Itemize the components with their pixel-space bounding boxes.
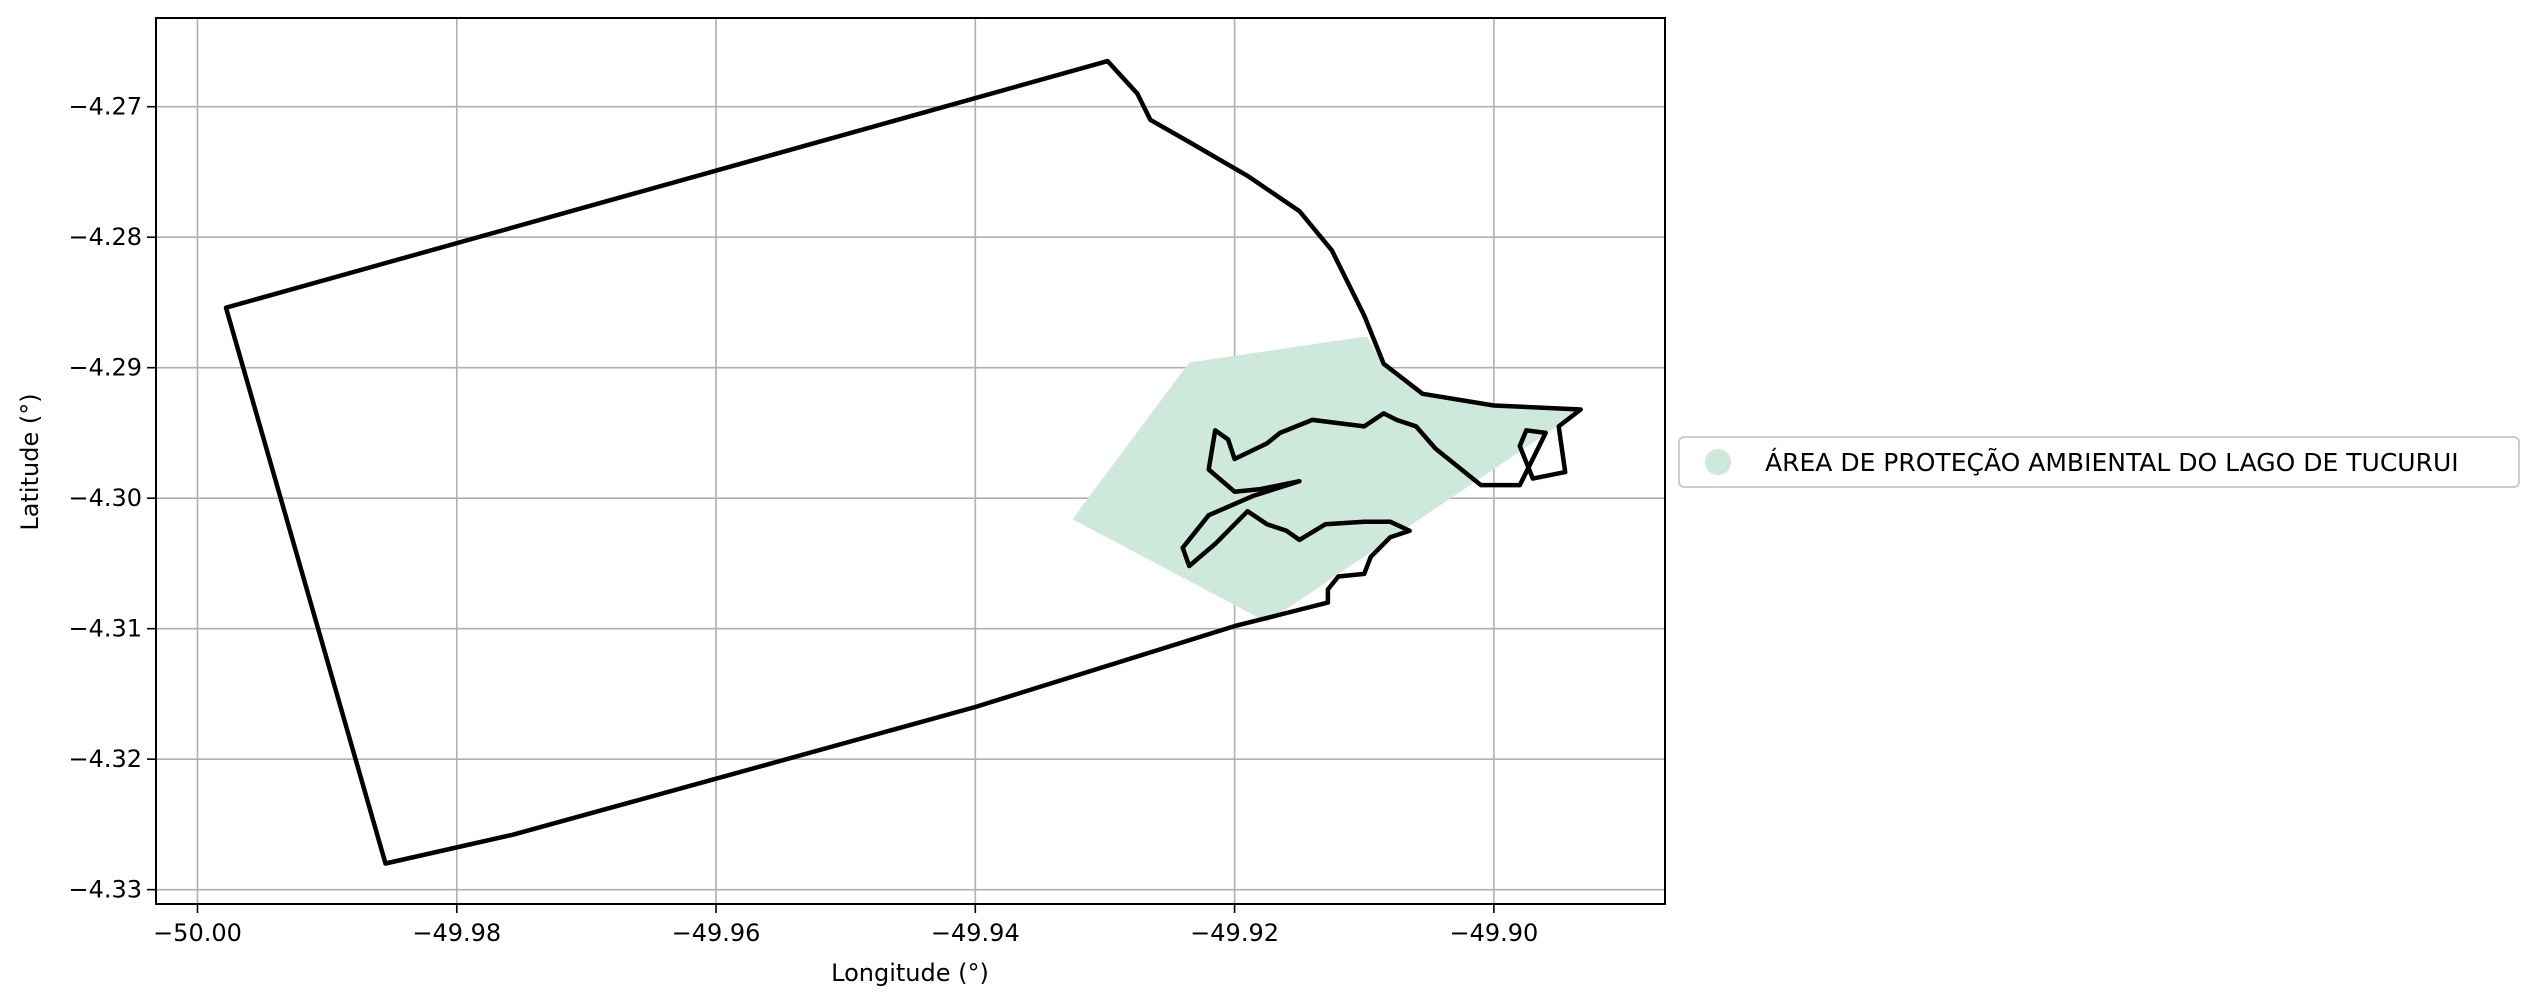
protected-area-polygon [1072,336,1582,623]
x-axis-title: Longitude (°) [831,959,989,987]
x-tick-label: −49.92 [1190,919,1279,947]
legend-frame [1678,436,2520,488]
y-tick-label: −4.28 [68,223,142,251]
x-tick-label: −49.90 [1449,919,1538,947]
plot-frame [155,17,1666,905]
map-boundary-layer [223,58,1583,866]
x-tick-label: −49.94 [931,919,1020,947]
y-tick-label: −4.30 [68,484,142,512]
legend-label: ÁREA DE PROTEÇÃO AMBIENTAL DO LAGO DE TU… [1765,447,2459,477]
x-tick-label: −49.96 [672,919,761,947]
y-axis-ticks: −4.27 −4.28 −4.29 −4.30 −4.31 −4.32 −4.33 [68,93,156,904]
y-axis-title: Latitude (°) [16,393,44,530]
x-axis-ticks: −50.00 −49.98 −49.96 −49.94 −49.92 −49.90 [153,904,1538,947]
y-tick-label: −4.32 [68,745,142,773]
map-fill-layer [1072,336,1582,623]
x-tick-label: −50.00 [153,919,242,947]
y-tick-label: −4.33 [68,876,142,904]
y-tick-label: −4.31 [68,615,142,643]
legend-marker [1705,449,1731,475]
y-tick-label: −4.29 [68,354,142,382]
y-tick-label: −4.27 [68,93,142,121]
municipality-boundary [223,58,1583,866]
x-tick-label: −49.98 [412,919,501,947]
legend: ÁREA DE PROTEÇÃO AMBIENTAL DO LAGO DE TU… [1678,436,2520,488]
